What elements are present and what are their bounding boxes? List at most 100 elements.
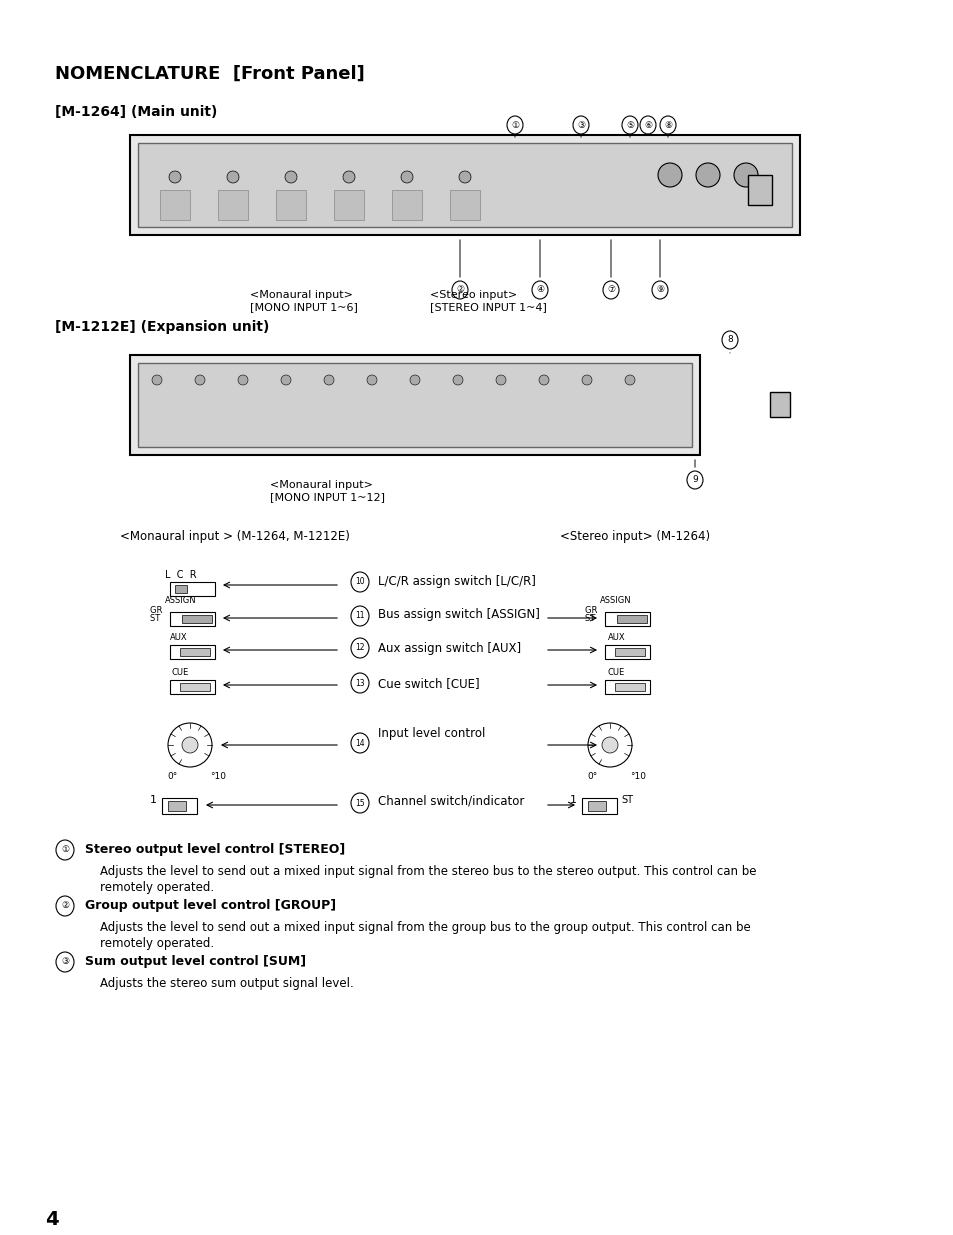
Circle shape xyxy=(182,737,198,753)
Circle shape xyxy=(169,170,181,183)
Text: GR: GR xyxy=(584,606,602,615)
Text: L/C/R assign switch [L/C/R]: L/C/R assign switch [L/C/R] xyxy=(377,576,536,588)
Bar xyxy=(604,645,649,659)
Text: ST: ST xyxy=(620,795,633,805)
Bar xyxy=(138,363,691,447)
Text: AUX: AUX xyxy=(607,634,625,642)
Text: <Monaural input>: <Monaural input> xyxy=(270,480,373,490)
Text: Adjusts the level to send out a mixed input signal from the stereo bus to the st: Adjusts the level to send out a mixed in… xyxy=(100,864,756,878)
Text: [MONO INPUT 1~6]: [MONO INPUT 1~6] xyxy=(250,303,357,312)
Text: CUE: CUE xyxy=(172,668,189,677)
Text: Channel switch/indicator: Channel switch/indicator xyxy=(377,795,524,808)
Bar xyxy=(170,680,214,694)
Text: ASSIGN: ASSIGN xyxy=(599,597,631,605)
Bar xyxy=(170,582,214,597)
Text: <Stereo input>: <Stereo input> xyxy=(430,290,517,300)
Text: ⑤: ⑤ xyxy=(625,121,634,130)
Text: 10: 10 xyxy=(355,578,364,587)
Text: remotely operated.: remotely operated. xyxy=(100,937,213,950)
Circle shape xyxy=(152,375,162,385)
Text: 4: 4 xyxy=(45,1210,58,1229)
Circle shape xyxy=(410,375,419,385)
Circle shape xyxy=(733,163,758,186)
Circle shape xyxy=(624,375,635,385)
Circle shape xyxy=(696,163,720,186)
Bar xyxy=(218,190,248,220)
Text: 1: 1 xyxy=(569,795,577,805)
Text: 9: 9 xyxy=(691,475,698,484)
Text: 1: 1 xyxy=(150,795,157,805)
Text: Adjusts the stereo sum output signal level.: Adjusts the stereo sum output signal lev… xyxy=(100,977,354,990)
Text: ②: ② xyxy=(61,902,69,910)
Bar xyxy=(275,190,306,220)
Bar xyxy=(587,802,605,811)
Text: [M-1264] (Main unit): [M-1264] (Main unit) xyxy=(55,105,217,119)
Text: NOMENCLATURE  [Front Panel]: NOMENCLATURE [Front Panel] xyxy=(55,65,364,83)
Text: ⑧: ⑧ xyxy=(663,121,671,130)
Bar xyxy=(617,615,646,622)
Circle shape xyxy=(453,375,462,385)
Text: Input level control: Input level control xyxy=(377,727,485,740)
Bar xyxy=(604,680,649,694)
Bar xyxy=(182,615,212,622)
Text: <Monaural input>: <Monaural input> xyxy=(250,290,353,300)
Text: ⑥: ⑥ xyxy=(643,121,652,130)
Bar xyxy=(180,648,210,656)
Text: ③: ③ xyxy=(61,957,69,967)
Bar xyxy=(174,585,187,593)
Circle shape xyxy=(194,375,205,385)
Bar xyxy=(130,135,800,235)
Text: Group output level control [GROUP]: Group output level control [GROUP] xyxy=(85,899,335,911)
Text: 0°: 0° xyxy=(167,772,177,781)
Text: 12: 12 xyxy=(355,643,364,652)
Text: 0°: 0° xyxy=(586,772,597,781)
Circle shape xyxy=(658,163,681,186)
Text: 14: 14 xyxy=(355,739,364,747)
Text: L  C  R: L C R xyxy=(165,571,196,580)
Text: AUX: AUX xyxy=(170,634,188,642)
Text: ②: ② xyxy=(456,285,463,294)
Text: 8: 8 xyxy=(726,336,732,345)
Circle shape xyxy=(458,170,471,183)
Circle shape xyxy=(237,375,248,385)
Text: ST: ST xyxy=(584,614,599,622)
Text: <Stereo input> (M-1264): <Stereo input> (M-1264) xyxy=(559,530,709,543)
Text: ⑨: ⑨ xyxy=(656,285,663,294)
Text: Stereo output level control [STEREO]: Stereo output level control [STEREO] xyxy=(85,844,345,856)
Text: CUE: CUE xyxy=(607,668,624,677)
Text: Bus assign switch [ASSIGN]: Bus assign switch [ASSIGN] xyxy=(377,608,539,621)
Text: [MONO INPUT 1~12]: [MONO INPUT 1~12] xyxy=(270,492,385,501)
Text: [M-1212E] (Expansion unit): [M-1212E] (Expansion unit) xyxy=(55,320,269,333)
Text: Aux assign switch [AUX]: Aux assign switch [AUX] xyxy=(377,642,520,655)
Bar xyxy=(450,190,479,220)
Circle shape xyxy=(281,375,291,385)
Circle shape xyxy=(343,170,355,183)
Text: 13: 13 xyxy=(355,678,364,688)
Circle shape xyxy=(367,375,376,385)
Bar xyxy=(138,143,791,227)
Text: Sum output level control [SUM]: Sum output level control [SUM] xyxy=(85,955,306,968)
Text: remotely operated.: remotely operated. xyxy=(100,881,213,894)
Text: ASSIGN: ASSIGN xyxy=(165,597,196,605)
Bar xyxy=(170,613,214,626)
Text: <Monaural input > (M-1264, M-1212E): <Monaural input > (M-1264, M-1212E) xyxy=(120,530,350,543)
Bar xyxy=(180,683,210,692)
Circle shape xyxy=(285,170,296,183)
Text: °10: °10 xyxy=(629,772,645,781)
Bar xyxy=(168,802,186,811)
Bar xyxy=(170,645,214,659)
Circle shape xyxy=(581,375,592,385)
Text: 11: 11 xyxy=(355,611,364,620)
Circle shape xyxy=(538,375,548,385)
Circle shape xyxy=(400,170,413,183)
Bar xyxy=(615,648,644,656)
Bar xyxy=(769,391,789,417)
Text: ③: ③ xyxy=(577,121,584,130)
Text: [STEREO INPUT 1~4]: [STEREO INPUT 1~4] xyxy=(430,303,546,312)
Text: ①: ① xyxy=(61,846,69,855)
Bar xyxy=(160,190,190,220)
Text: ST: ST xyxy=(150,614,165,622)
Bar xyxy=(162,798,196,814)
Text: °10: °10 xyxy=(210,772,226,781)
Text: Cue switch [CUE]: Cue switch [CUE] xyxy=(377,677,479,690)
